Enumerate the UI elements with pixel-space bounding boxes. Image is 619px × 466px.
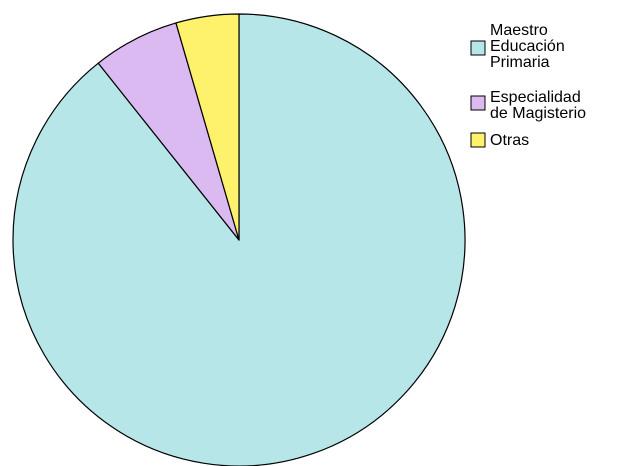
pie-slice-3 xyxy=(175,13,240,241)
legend-label-line: Otras xyxy=(490,132,529,149)
legend-swatch-3 xyxy=(470,132,486,148)
legend-label-line: Maestro xyxy=(490,22,548,39)
legend: Maestro Educación Primaria Especialidad de M… xyxy=(470,22,586,149)
pie-slices xyxy=(12,13,466,466)
legend-label-line: Primaria xyxy=(490,54,550,71)
legend-label-line: de Magisterio xyxy=(490,105,586,122)
legend-label-2: Especialidad de Magisterio xyxy=(490,89,586,122)
legend-swatch-1 xyxy=(470,40,486,56)
legend-label-line: Especialidad xyxy=(490,89,581,106)
legend-label-1: Maestro Educación Primaria xyxy=(490,22,565,71)
legend-label-line: Educación xyxy=(490,38,565,55)
legend-swatch-2 xyxy=(470,95,486,111)
legend-label-3: Otras xyxy=(490,132,529,149)
